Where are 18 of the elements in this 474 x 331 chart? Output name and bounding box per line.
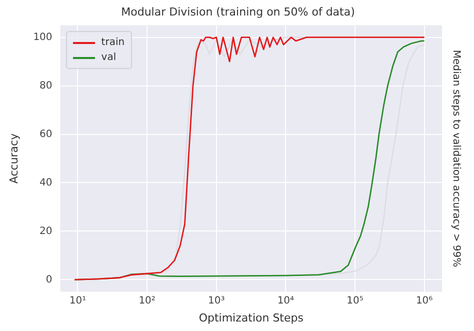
- y-tick-label: 60: [40, 128, 52, 140]
- x-tick-label: 10⁴: [277, 295, 294, 306]
- y-tick-label: 20: [40, 226, 52, 237]
- y-tick-label: 100: [33, 32, 52, 43]
- y-axis-title: Accuracy: [7, 132, 20, 184]
- y2-axis-title: Median steps to validation accuracy > 99%: [450, 50, 462, 268]
- y-tick-label: 0: [46, 274, 52, 286]
- y-tick-label: 80: [40, 80, 52, 92]
- x-tick-label: 10⁵: [346, 295, 364, 306]
- chart-title: Modular Division (training on 50% of data): [121, 5, 355, 18]
- x-tick-label: 10⁶: [416, 295, 433, 306]
- x-tick-label: 10²: [138, 295, 156, 306]
- legend-label: val: [101, 51, 116, 66]
- x-tick-label: 10¹: [69, 295, 86, 306]
- x-tick-label: 10³: [208, 295, 225, 306]
- y-tick-label: 40: [40, 177, 52, 188]
- legend-label: train: [101, 36, 125, 50]
- x-axis-title: Optimization Steps: [198, 311, 304, 324]
